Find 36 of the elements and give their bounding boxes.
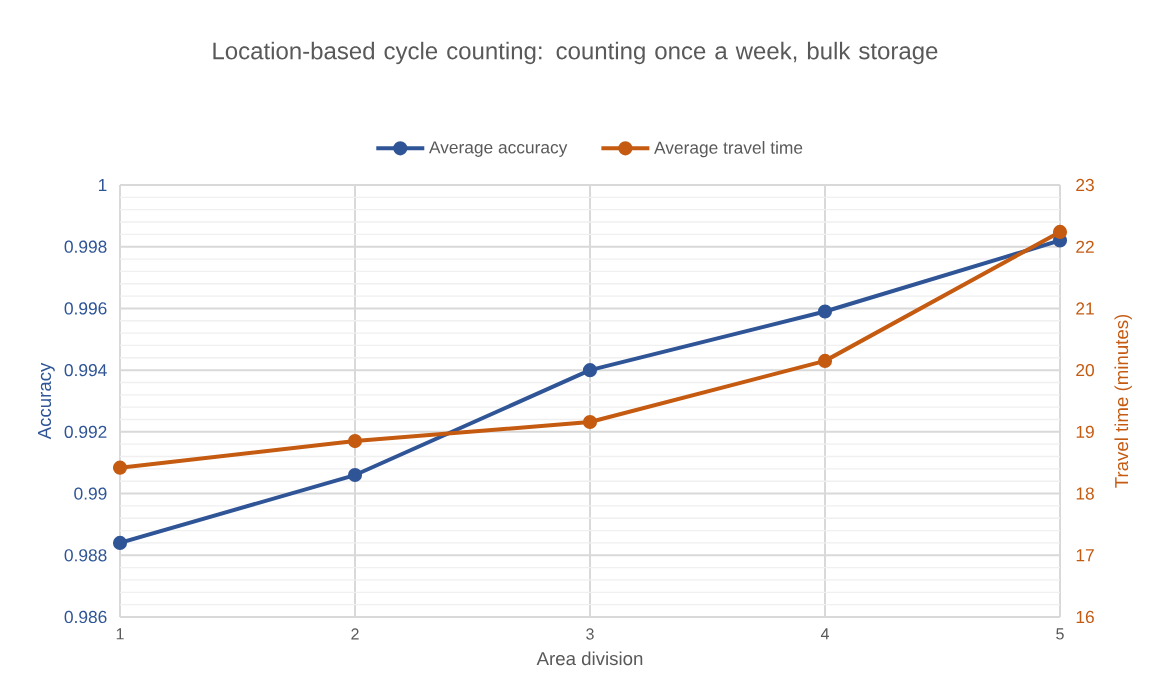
x-tick-label: 2 <box>351 628 359 640</box>
point <box>112 535 128 550</box>
y2-axis-title: Travel time (minutes) <box>1114 314 1132 488</box>
y2-tick-label: 23 <box>1076 178 1094 192</box>
y-tick-label: 0.998 <box>64 240 107 253</box>
y-axis-title: Accuracy <box>38 362 55 440</box>
y-tick-label: 0.986 <box>64 610 107 624</box>
point <box>1052 224 1068 239</box>
y2-tick-label: 16 <box>1076 610 1094 624</box>
x-tick-label: 1 <box>116 628 124 640</box>
y2-tick-label: 17 <box>1076 549 1094 562</box>
point <box>817 353 833 368</box>
y-tick-label: 0.996 <box>64 302 107 315</box>
y-tick-label: 0.994 <box>64 363 107 377</box>
point <box>582 363 598 378</box>
point <box>347 434 363 449</box>
x-tick-label: 5 <box>1056 628 1064 640</box>
x-tick-label: 4 <box>820 628 829 640</box>
x-tick-label: 3 <box>586 628 594 640</box>
legend-label: Average accuracy <box>429 141 568 157</box>
y2-tick-label: 20 <box>1076 364 1094 377</box>
legend-label: Average travel time <box>654 141 803 158</box>
y-tick-label: 0.992 <box>64 425 107 438</box>
y2-tick-label: 21 <box>1076 302 1094 315</box>
y-tick-label: 0.99 <box>74 487 107 500</box>
y-tick-label: 1 <box>98 179 107 191</box>
point <box>817 304 833 319</box>
x-axis-title: Area division <box>536 651 643 666</box>
chart-title: Location-based cycle counting: counting once a week, bulk storage <box>213 41 938 65</box>
y2-tick-label: 19 <box>1076 425 1094 438</box>
point <box>582 414 598 430</box>
y2-tick-label: 18 <box>1076 487 1094 500</box>
point <box>347 467 363 483</box>
point <box>112 460 128 475</box>
y2-tick-label: 22 <box>1076 240 1094 253</box>
y-tick-label: 0.988 <box>64 549 107 562</box>
